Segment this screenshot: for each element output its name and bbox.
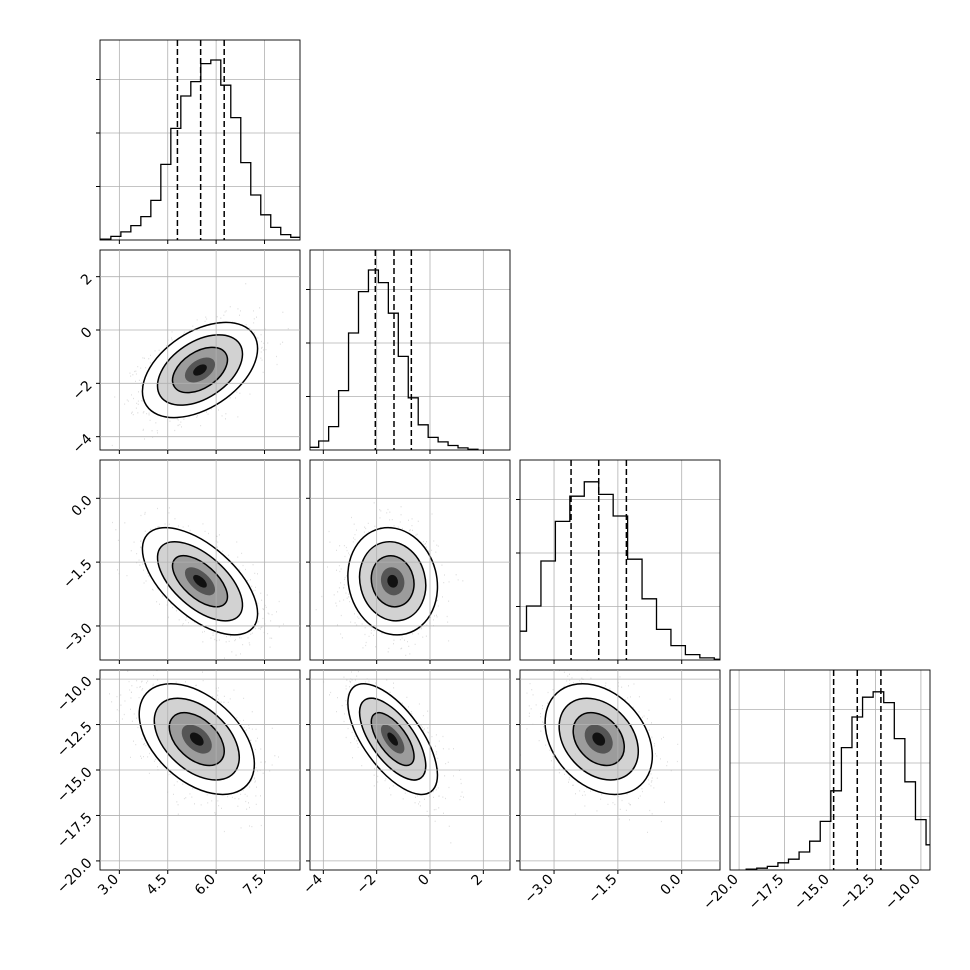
pair-2-1-grid — [310, 460, 510, 660]
density-core — [189, 732, 204, 746]
y-tick-label: −4 — [70, 431, 96, 457]
x-tick-label: 0 — [415, 872, 433, 890]
y-tick-label: −3.0 — [60, 620, 95, 655]
panel-frame — [729, 669, 931, 871]
x-tick-label: −12.5 — [837, 872, 879, 914]
x-tick-label: 6.0 — [192, 872, 219, 899]
hist-1 — [306, 249, 511, 454]
pair-1-0 — [96, 249, 301, 454]
x-tick-label: −2 — [354, 872, 380, 898]
x-tick-label: 7.5 — [240, 872, 267, 899]
density-core — [592, 732, 606, 746]
hist-3 — [729, 669, 931, 871]
pair-1-0-content — [111, 283, 289, 447]
pair-3-2-grid — [520, 670, 720, 870]
x-tick-label: −3.0 — [522, 872, 557, 907]
x-tick-label: 4.5 — [144, 872, 171, 899]
pair-3-0-grid — [100, 670, 300, 870]
density-core — [387, 732, 398, 746]
pair-3-1 — [306, 669, 511, 874]
x-tick-label: −15.0 — [791, 872, 833, 914]
panel-frame — [99, 459, 301, 661]
hist-0 — [96, 39, 301, 244]
x-tick-label: −1.5 — [585, 872, 620, 907]
pair-2-1-content — [315, 502, 464, 660]
y-tick-label: 0 — [78, 324, 96, 342]
y-tick-label: −15.0 — [54, 764, 96, 806]
x-tick-label: 2 — [469, 872, 487, 890]
pair-2-0-content — [112, 507, 300, 659]
x-tick-label: −20.0 — [700, 872, 742, 914]
x-tick-label: 3.0 — [95, 872, 122, 899]
pair-2-0-grid — [100, 460, 300, 660]
y-tick-label: 0.0 — [69, 493, 96, 520]
density-core — [193, 574, 207, 588]
pair-3-1-grid — [310, 670, 510, 870]
x-tick-label: −17.5 — [746, 872, 788, 914]
y-tick-label: −2 — [70, 378, 96, 404]
hist-2 — [516, 459, 721, 664]
panel-frame — [519, 459, 721, 661]
pair-3-2 — [516, 669, 721, 874]
x-tick-label: −10.0 — [882, 872, 924, 914]
pair-3-0 — [96, 669, 301, 874]
pair-3-2-content — [520, 670, 682, 834]
pair-1-0-grid — [100, 250, 300, 450]
panel-frame — [99, 39, 301, 241]
pair-2-0 — [96, 459, 301, 664]
y-tick-label: −10.0 — [54, 673, 96, 715]
panel-frame — [309, 459, 511, 661]
pair-3-1-content — [323, 670, 464, 844]
panel-frame — [99, 249, 301, 451]
pair-3-0-content — [109, 670, 279, 833]
x-tick-label: 0.0 — [657, 872, 684, 899]
pair-2-1 — [306, 459, 511, 664]
y-tick-label: 2 — [78, 271, 96, 289]
y-tick-label: −12.5 — [54, 719, 96, 761]
y-tick-label: −17.5 — [54, 810, 96, 852]
density-core — [387, 574, 398, 588]
panel-frame — [309, 249, 511, 451]
density-core — [193, 364, 207, 376]
y-tick-label: −1.5 — [60, 556, 95, 591]
y-tick-label: −20.0 — [54, 855, 96, 897]
x-tick-label: −4 — [300, 871, 326, 897]
